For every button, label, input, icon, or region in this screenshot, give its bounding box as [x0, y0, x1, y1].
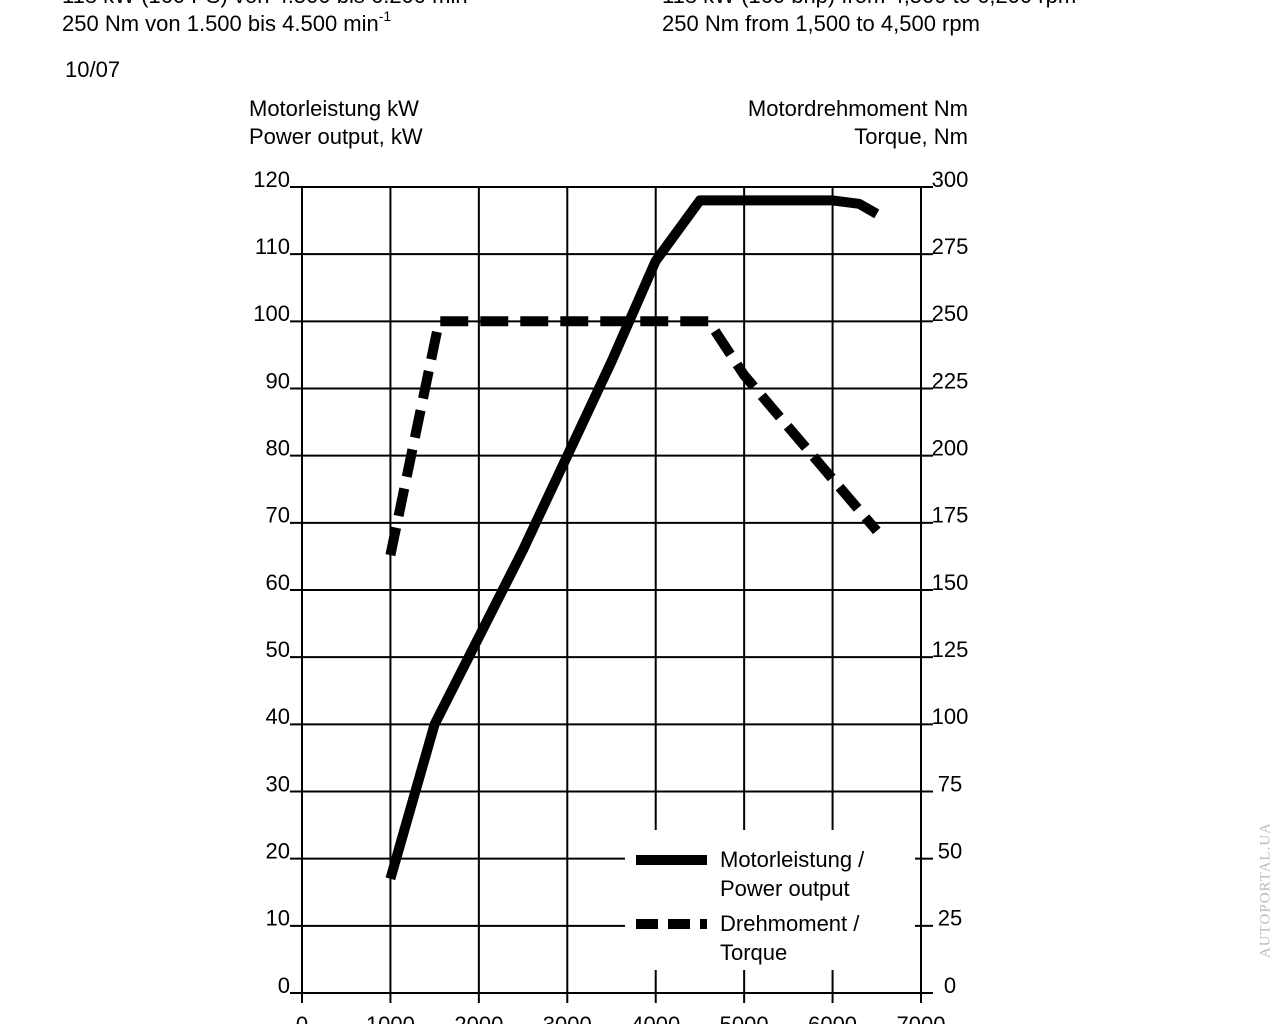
y-tick-label: 70	[266, 503, 290, 528]
y-tick-label: 80	[266, 435, 290, 460]
y2-tick-label: 125	[932, 637, 969, 662]
series-line	[385, 195, 880, 881]
y-tick-label: 20	[266, 838, 290, 863]
y-axis-title: Power output, kW	[249, 124, 423, 149]
y-tick-label: 0	[278, 973, 290, 998]
legend-box	[625, 830, 915, 970]
y2-tick-label: 300	[932, 167, 969, 192]
header-text: 250 Nm von 1.500 bis 4.500 min	[62, 11, 379, 36]
legend-label: Drehmoment / Torque	[720, 911, 860, 965]
header-text: 118 kW (160 bhp) from 4,500 to 6,200 rpm	[662, 0, 1076, 8]
x-tick-label: 0	[296, 1012, 308, 1024]
y2-axis-title: Motordrehmoment Nm	[748, 96, 968, 121]
y-axis-title: Motorleistung kW	[249, 96, 419, 121]
y-tick-label: 110	[255, 234, 290, 259]
y2-tick-label: 75	[938, 771, 962, 796]
header-line: 250 Nm von 1.500 bis 4.500 min-1	[62, 8, 391, 36]
y2-tick-label: 275	[932, 234, 969, 259]
x-tick-label: 5000	[720, 1012, 769, 1024]
exponent: -1	[379, 8, 392, 24]
header-line: 118 kW (160 bhp) from 4,500 to 6,200 rpm	[662, 0, 1076, 8]
y2-axis-title: Torque, Nm	[854, 124, 968, 149]
header-text: 118 kW (160 PS) von 4.500 bis 6.200 min	[62, 0, 468, 8]
y2-tick-label: 100	[932, 704, 969, 729]
legend-label: Motorleistung / Power output	[720, 847, 865, 901]
y-tick-label: 100	[253, 301, 290, 326]
y2-tick-label: 50	[938, 838, 962, 863]
series-line	[385, 316, 881, 557]
y-tick-label: 10	[266, 906, 290, 931]
y2-tick-label: 200	[932, 435, 969, 460]
y-tick-label: 30	[266, 771, 290, 796]
x-tick-label: 2000	[454, 1012, 503, 1024]
date: 10/07	[65, 57, 120, 82]
x-tick-label: 4000	[631, 1012, 680, 1024]
y2-tick-label: 150	[932, 570, 969, 595]
y-tick-label: 120	[253, 167, 290, 192]
y-tick-label: 90	[266, 368, 290, 393]
y2-tick-label: 250	[932, 301, 969, 326]
y2-tick-label: 225	[932, 368, 969, 393]
x-tick-label: 1000	[366, 1012, 415, 1024]
header-line: 250 Nm from 1,500 to 4,500 rpm	[662, 11, 980, 36]
y-tick-label: 40	[266, 704, 290, 729]
watermark: AUTOPORTAL.UA	[1257, 822, 1273, 958]
header-line: 118 kW (160 PS) von 4.500 bis 6.200 min-…	[62, 0, 480, 8]
y2-tick-label: 175	[932, 503, 969, 528]
x-tick-label: 7000	[897, 1012, 946, 1024]
x-tick-label: 6000	[808, 1012, 857, 1024]
header-text: 250 Nm from 1,500 to 4,500 rpm	[662, 11, 980, 36]
y2-tick-label: 25	[938, 906, 962, 931]
y-tick-label: 50	[266, 637, 290, 662]
x-tick-label: 3000	[543, 1012, 592, 1024]
y2-tick-label: 0	[944, 973, 956, 998]
y-tick-label: 60	[266, 570, 290, 595]
